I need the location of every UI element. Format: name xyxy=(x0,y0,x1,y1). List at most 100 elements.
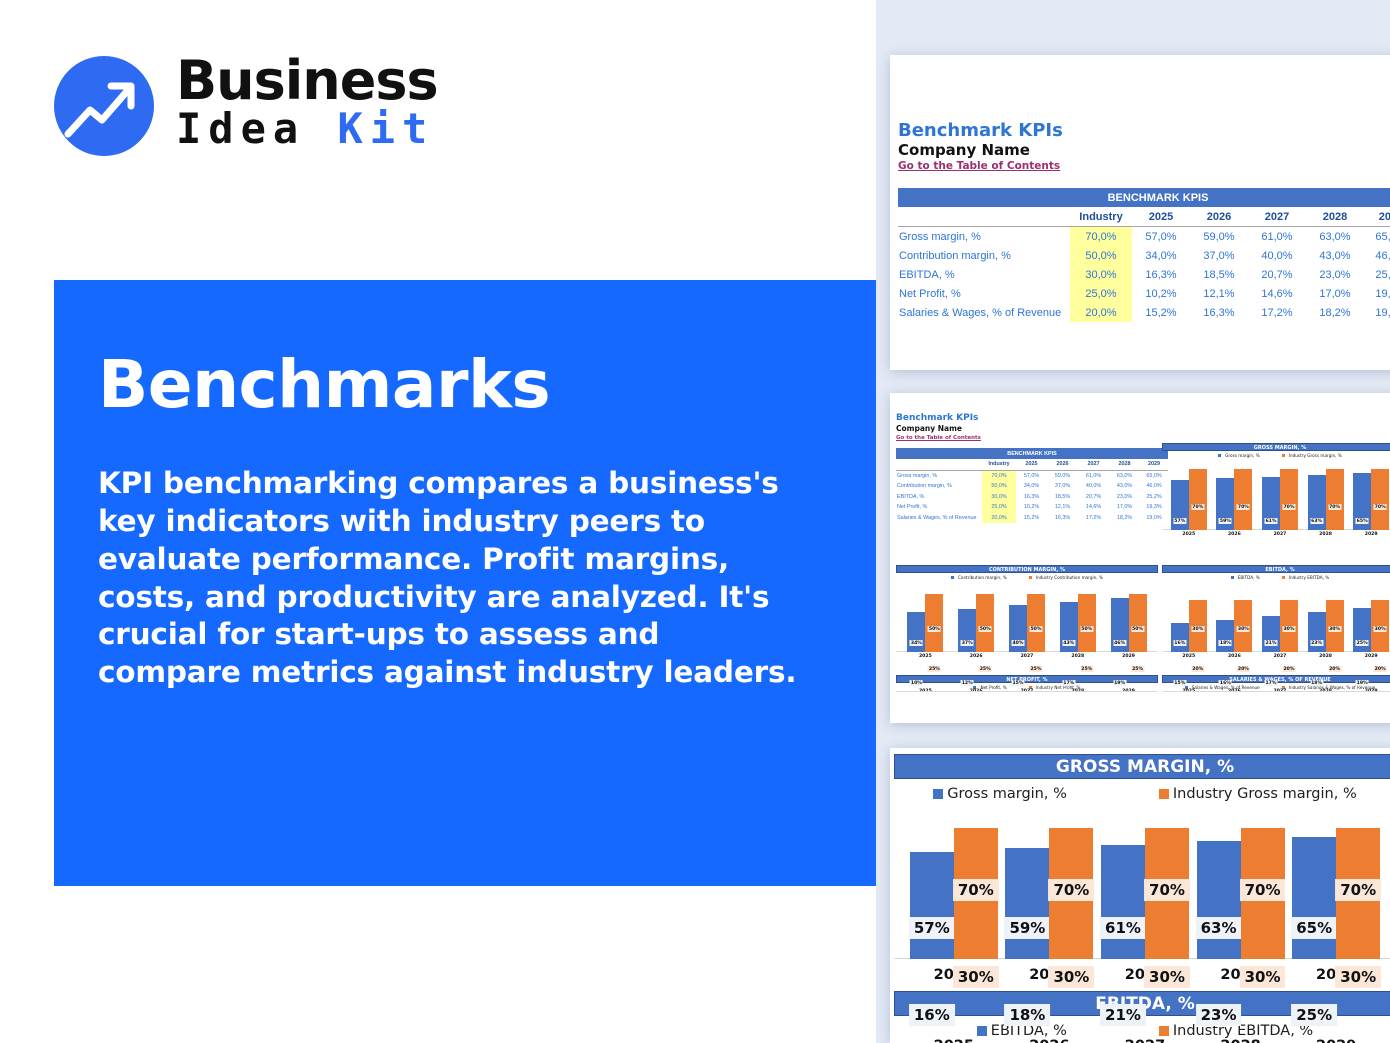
bar-company[interactable]: 43% xyxy=(1059,601,1078,652)
bar-value-label: 30% xyxy=(1373,626,1387,632)
bar-industry[interactable]: 50% xyxy=(976,593,995,652)
bar-industry[interactable]: 30% xyxy=(1371,599,1390,652)
cell-value: 17,2% xyxy=(1261,306,1293,319)
bar-company[interactable]: 61% xyxy=(1261,476,1280,530)
bar-industry[interactable]: 70% xyxy=(952,827,999,959)
chart-group: 59% 70% xyxy=(1213,460,1255,530)
row-label: EBITDA, % xyxy=(899,268,955,281)
bar-company[interactable]: 46% xyxy=(1110,598,1129,652)
cell-value: 65,0% xyxy=(1146,472,1162,479)
bar-industry[interactable]: 50% xyxy=(1077,593,1096,652)
spreadsheet-preview-chart[interactable]: GROSS MARGIN, % Gross margin, % Industry G… xyxy=(890,748,1390,1043)
chart-group: 23% 30% xyxy=(1305,582,1347,652)
cell-value: 12,1% xyxy=(1203,287,1235,300)
bar-industry[interactable]: 70% xyxy=(1279,468,1298,530)
page-title: Benchmarks xyxy=(98,346,551,423)
table-col-Industry: Industry xyxy=(982,459,1016,471)
bar-value-label: 25% xyxy=(927,666,941,672)
chart-x-axis: 2025 2026 2027 2028 2029 xyxy=(1162,530,1390,539)
benchmark-kpi-table-mini: BENCHMARK KPIS Industry 2025 2026 2027 2028 20… xyxy=(896,448,1169,523)
legend-label: Industry EBITDA, % xyxy=(1288,575,1330,580)
bar-company[interactable]: 16% xyxy=(1170,623,1189,652)
table-col-2027: 2027 xyxy=(1078,459,1109,471)
bar-value-label: 25% xyxy=(978,666,992,672)
row-label: Salaries & Wages, % of Revenue xyxy=(897,514,977,521)
bar-company[interactable]: 65% xyxy=(1291,837,1338,959)
bar-industry[interactable]: 30% xyxy=(1279,599,1298,652)
bar-industry[interactable]: 70% xyxy=(1234,468,1253,530)
legend-swatch xyxy=(1281,576,1285,579)
bar-industry[interactable]: 70% xyxy=(1325,468,1344,530)
axis-tick-label: 2027 xyxy=(1020,654,1034,659)
large-chart-gross-margin[interactable]: GROSS MARGIN, % Gross margin, % Industry G… xyxy=(894,754,1390,991)
bar-company[interactable]: 57% xyxy=(1170,480,1189,530)
chart-legend: Net Profit, % Industry Net Profit, % xyxy=(896,683,1158,692)
bar-value-label: 16% xyxy=(908,1004,955,1026)
bar-value-label: 10% xyxy=(909,680,923,686)
bar-company[interactable]: 65% xyxy=(1353,473,1372,530)
large-chart-ebitda[interactable]: EBITDA, %EBITDA, % Industry EBITDA, %16% 3… xyxy=(894,966,1390,1043)
bar-company[interactable]: 40% xyxy=(1008,605,1027,652)
mini-chart-contribution-margin[interactable]: CONTRIBUTION MARGIN, % Contribution margi… xyxy=(896,565,1158,661)
table-col-2029: 2029 xyxy=(1364,207,1390,227)
axis-tick-label: 2028 xyxy=(1319,654,1332,659)
cell-value: 61,0% xyxy=(1085,472,1102,479)
bar-industry[interactable]: 30% xyxy=(1188,599,1207,652)
benchmark-kpi-table: BENCHMARK KPIS Industry 2025 2026 2027 2028 20… xyxy=(898,188,1390,322)
bar-company[interactable]: 61% xyxy=(1100,844,1146,959)
bar-value-label: 37% xyxy=(960,640,974,646)
bar-company[interactable]: 57% xyxy=(908,852,955,959)
bar-company[interactable]: 21% xyxy=(1261,615,1280,652)
bar-company[interactable]: 59% xyxy=(1216,478,1235,530)
legend-swatch xyxy=(1158,789,1169,799)
legend-swatch xyxy=(973,686,977,689)
cell-value: 17,2% xyxy=(1085,514,1102,521)
bar-company[interactable]: 25% xyxy=(1353,607,1372,652)
table-col-2029: 2029 xyxy=(1140,459,1169,471)
chart-plot-area: 16% 30% 18% 30% 21% 30% 23% 30% 25% 30% xyxy=(1162,582,1390,652)
cell-industry: 25,0% xyxy=(982,502,1016,513)
mini-chart-ebitda[interactable]: EBITDA, % EBITDA, % Industry EBITDA, % 16% 3… xyxy=(1162,565,1390,661)
bar-company[interactable]: 18% xyxy=(1216,619,1235,652)
bar-industry[interactable]: 50% xyxy=(1128,593,1147,652)
bar-value-label: 21% xyxy=(1264,640,1278,646)
cell-value: 14,6% xyxy=(1085,504,1102,511)
bar-company[interactable]: 37% xyxy=(958,608,977,652)
bar-industry[interactable]: 70% xyxy=(1371,468,1390,530)
bar-company[interactable]: 34% xyxy=(907,612,926,652)
legend-label: Salaries & Wages, % of Revenue xyxy=(1191,685,1260,690)
table-row: Net Profit, % 25,0% 10,2% 12,1% 14,6% 17,0% 19… xyxy=(898,284,1390,303)
spreadsheet-preview-table[interactable]: Benchmark KPIs Company Name Go to the Ta… xyxy=(890,55,1390,370)
table-of-contents-link[interactable]: Go to the Table of Contents xyxy=(898,160,1061,172)
bar-value-label: 25% xyxy=(1131,666,1145,672)
bar-company[interactable]: 63% xyxy=(1307,474,1326,530)
spreadsheet-preview-dashboard[interactable]: Benchmark KPIs Company Name Go to the Ta… xyxy=(890,393,1390,723)
cell-value: 63,0% xyxy=(1319,230,1351,243)
bar-industry[interactable]: 30% xyxy=(1234,599,1253,652)
axis-tick-label: 2029 xyxy=(1122,654,1135,659)
bar-industry[interactable]: 70% xyxy=(1144,827,1190,959)
bar-industry[interactable]: 70% xyxy=(1239,827,1286,959)
bar-industry[interactable]: 70% xyxy=(1048,827,1095,959)
bar-industry[interactable]: 70% xyxy=(1188,468,1207,530)
mini-chart-salaries-wages[interactable]: SALARIES & WAGES, % OF REVENUE Salaries &… xyxy=(1162,666,1390,694)
mini-chart-gross-margin[interactable]: GROSS MARGIN, % Gross margin, % Industry G… xyxy=(1162,443,1390,539)
bar-value-label: 70% xyxy=(952,879,999,901)
row-label: Net Profit, % xyxy=(897,504,928,511)
bar-industry[interactable]: 50% xyxy=(1026,593,1045,652)
bar-industry[interactable]: 50% xyxy=(925,593,944,652)
table-band-title: BENCHMARK KPIS xyxy=(896,448,1169,459)
cell-value: 59,0% xyxy=(1203,230,1235,243)
bar-company[interactable]: 63% xyxy=(1195,840,1242,959)
bar-industry[interactable]: 70% xyxy=(1335,827,1382,959)
axis-tick-label: 2025 xyxy=(1182,654,1196,659)
table-of-contents-link-mini[interactable]: Go to the Table of Contents xyxy=(896,435,981,441)
cell-value: 17,0% xyxy=(1116,504,1133,511)
bar-value-label: 63% xyxy=(1195,917,1242,939)
bar-company[interactable]: 59% xyxy=(1004,848,1051,959)
brand-name-idea: Idea xyxy=(176,104,338,153)
table-col-2026: 2026 xyxy=(1047,459,1078,471)
bar-company[interactable]: 23% xyxy=(1307,611,1326,652)
mini-chart-net-profit[interactable]: NET PROFIT, % Net Profit, % Industry Net P… xyxy=(896,666,1158,694)
bar-industry[interactable]: 30% xyxy=(1325,599,1344,652)
